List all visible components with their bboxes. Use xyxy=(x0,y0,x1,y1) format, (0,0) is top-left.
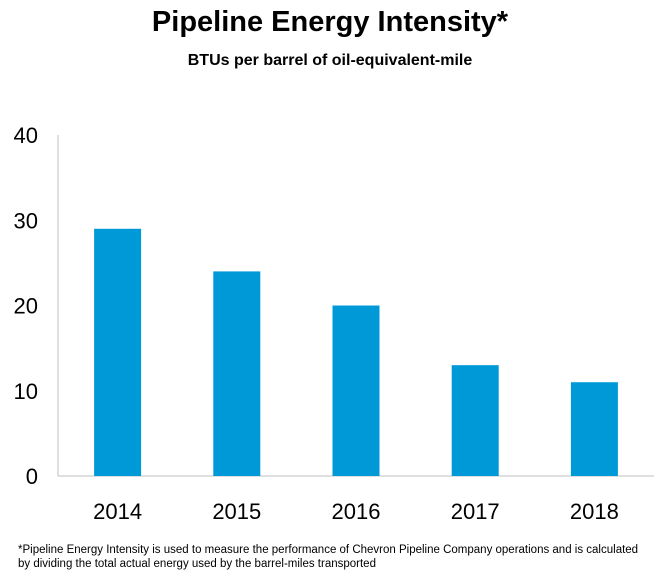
y-tick-labels: 0 10 20 30 40 xyxy=(14,123,38,489)
bar-2018 xyxy=(570,382,618,476)
chart-subtitle: BTUs per barrel of oil-equivalent-mile xyxy=(187,52,473,69)
x-tick-label: 2015 xyxy=(212,499,261,524)
y-tick-label: 30 xyxy=(14,208,38,233)
bar-2017 xyxy=(451,365,499,476)
bar-2014 xyxy=(94,228,142,476)
y-tick-label: 0 xyxy=(26,464,38,489)
chart-title: Pipeline Energy Intensity* xyxy=(151,6,509,38)
y-tick-label: 20 xyxy=(14,294,38,319)
x-tick-label: 2017 xyxy=(451,499,500,524)
y-tick-label: 10 xyxy=(14,379,38,404)
x-tick-label: 2016 xyxy=(332,499,381,524)
footnote: *Pipeline Energy Intensity is used to me… xyxy=(18,544,639,570)
x-tick-label: 2014 xyxy=(93,499,142,524)
bar-2016 xyxy=(332,305,380,476)
y-tick-label: 40 xyxy=(14,123,38,148)
x-tick-labels: 2014 2015 2016 2017 2018 xyxy=(93,499,619,524)
bar-2015 xyxy=(213,271,261,476)
bars xyxy=(94,228,618,476)
x-tick-label: 2018 xyxy=(570,499,619,524)
